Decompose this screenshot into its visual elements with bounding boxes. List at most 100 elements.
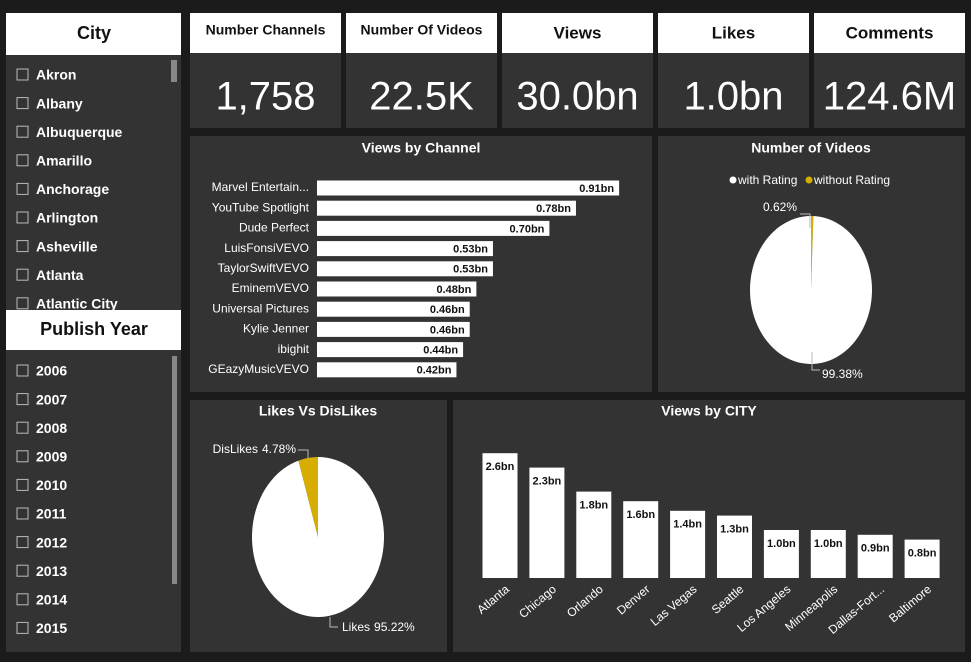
- data-label: 0.53bn: [453, 264, 488, 276]
- content: City Akron Albany Albuquerque Amarillo Anchor…: [16, 13, 965, 637]
- y-tick-label: Kylie Jenner: [243, 322, 309, 336]
- data-label: 0.91bn: [579, 183, 614, 195]
- checkbox[interactable]: [16, 97, 29, 110]
- value-label: 0.62%: [763, 200, 797, 214]
- bar: [317, 180, 620, 196]
- data-label: 99.38%: [822, 367, 863, 381]
- data-label: 2.6bn: [486, 461, 515, 473]
- card-value: 124.6M: [823, 75, 956, 119]
- bar: [670, 510, 706, 578]
- checkbox[interactable]: [16, 125, 29, 138]
- legend-marker: [805, 176, 813, 184]
- checkbox[interactable]: [16, 478, 29, 491]
- checkbox[interactable]: [16, 393, 29, 406]
- bar: [317, 241, 493, 257]
- slicer-item: Akron: [36, 67, 76, 83]
- y-tick-label: Dude Perfect: [239, 221, 310, 235]
- legend-label: without Rating: [813, 173, 890, 187]
- checkbox[interactable]: [16, 450, 29, 463]
- bar: [317, 200, 576, 216]
- bar: [482, 453, 518, 578]
- legend-marker: [729, 176, 737, 184]
- card-label: Number Channels: [206, 22, 326, 38]
- y-tick-label: Marvel Entertain...: [212, 180, 309, 194]
- data-label: 0.70bn: [510, 223, 545, 235]
- data-label: 1.0bn: [814, 538, 843, 550]
- bar: [904, 539, 940, 578]
- scrollbar[interactable]: [172, 356, 177, 584]
- data-label: 1.0bn: [767, 538, 796, 550]
- data-label: 1.3bn: [720, 524, 749, 536]
- data-label: 0.53bn: [453, 244, 488, 256]
- bar: [529, 467, 565, 578]
- checkbox[interactable]: [16, 182, 29, 195]
- data-label: 0.8bn: [908, 548, 937, 560]
- card-header: [502, 13, 653, 53]
- y-tick-label: YouTube Spotlight: [212, 200, 310, 214]
- data-label: 1.8bn: [579, 500, 608, 512]
- category-label: Likes: [342, 620, 370, 634]
- slicer-item: Amarillo: [36, 153, 92, 169]
- data-label: DisLikes 4.78%: [213, 442, 297, 456]
- card-label: Likes: [712, 23, 755, 42]
- card-label: Number Of Videos: [361, 22, 483, 38]
- chart-title: Number of Videos: [751, 140, 871, 156]
- checkbox[interactable]: [16, 154, 29, 167]
- chart-title: Views by Channel: [362, 140, 481, 156]
- y-tick-label: ibighit: [278, 342, 310, 356]
- checkbox[interactable]: [16, 421, 29, 434]
- data-label: 1.6bn: [626, 509, 655, 521]
- slicer-item: Arlington: [36, 210, 98, 226]
- bar: [623, 501, 659, 578]
- card-label: Views: [554, 23, 602, 42]
- slicer-item: Atlantic City: [36, 296, 118, 312]
- category-label: DisLikes: [213, 442, 258, 456]
- y-tick-label: LuisFonsiVEVO: [224, 241, 309, 255]
- chart-title: Views by CITY: [661, 403, 757, 419]
- slicer-item: 2011: [36, 506, 67, 522]
- card-value: 30.0bn: [516, 75, 638, 119]
- card-value: 1.0bn: [683, 75, 783, 119]
- slicer-item: 2007: [36, 391, 67, 407]
- slicer-item: Albuquerque: [36, 124, 123, 140]
- checkbox[interactable]: [16, 507, 29, 520]
- pie-slice: [811, 216, 814, 290]
- bar: [317, 261, 493, 277]
- checkbox[interactable]: [16, 536, 29, 549]
- checkbox[interactable]: [16, 211, 29, 224]
- leader-line: [811, 352, 820, 371]
- bar: [810, 530, 846, 578]
- checkbox[interactable]: [16, 297, 29, 310]
- pie-slice: [251, 457, 384, 617]
- checkbox[interactable]: [16, 364, 29, 377]
- year-slicer-header: [6, 310, 181, 350]
- checkbox[interactable]: [16, 564, 29, 577]
- data-label: 0.48bn: [437, 284, 472, 296]
- slicer-item: Anchorage: [36, 181, 109, 197]
- value-label: 95.22%: [374, 620, 415, 634]
- checkbox[interactable]: [16, 268, 29, 281]
- slicer-item: 2014: [36, 592, 67, 608]
- value-label: 99.38%: [822, 367, 863, 381]
- bar: [317, 321, 470, 337]
- slicer-item: Albany: [36, 95, 83, 111]
- scrollbar[interactable]: [171, 60, 177, 82]
- value-label: 4.78%: [262, 442, 296, 456]
- checkbox[interactable]: [16, 68, 29, 81]
- bar: [317, 362, 457, 378]
- checkbox[interactable]: [16, 240, 29, 253]
- slicer-item: 2009: [36, 449, 67, 465]
- checkbox[interactable]: [16, 621, 29, 634]
- card-header: [190, 13, 341, 53]
- slicer-item: 2006: [36, 363, 67, 379]
- checkbox[interactable]: [16, 593, 29, 606]
- slicer-title: City: [77, 23, 111, 43]
- card-header: [346, 13, 497, 53]
- bar: [317, 220, 550, 236]
- y-tick-label: GEazyMusicVEVO: [208, 362, 309, 376]
- pie-slice: [750, 216, 873, 365]
- data-label: 0.44bn: [423, 345, 458, 357]
- bar: [317, 342, 464, 358]
- city-slicer: [6, 13, 181, 310]
- chart-title: Likes Vs DisLikes: [259, 403, 378, 419]
